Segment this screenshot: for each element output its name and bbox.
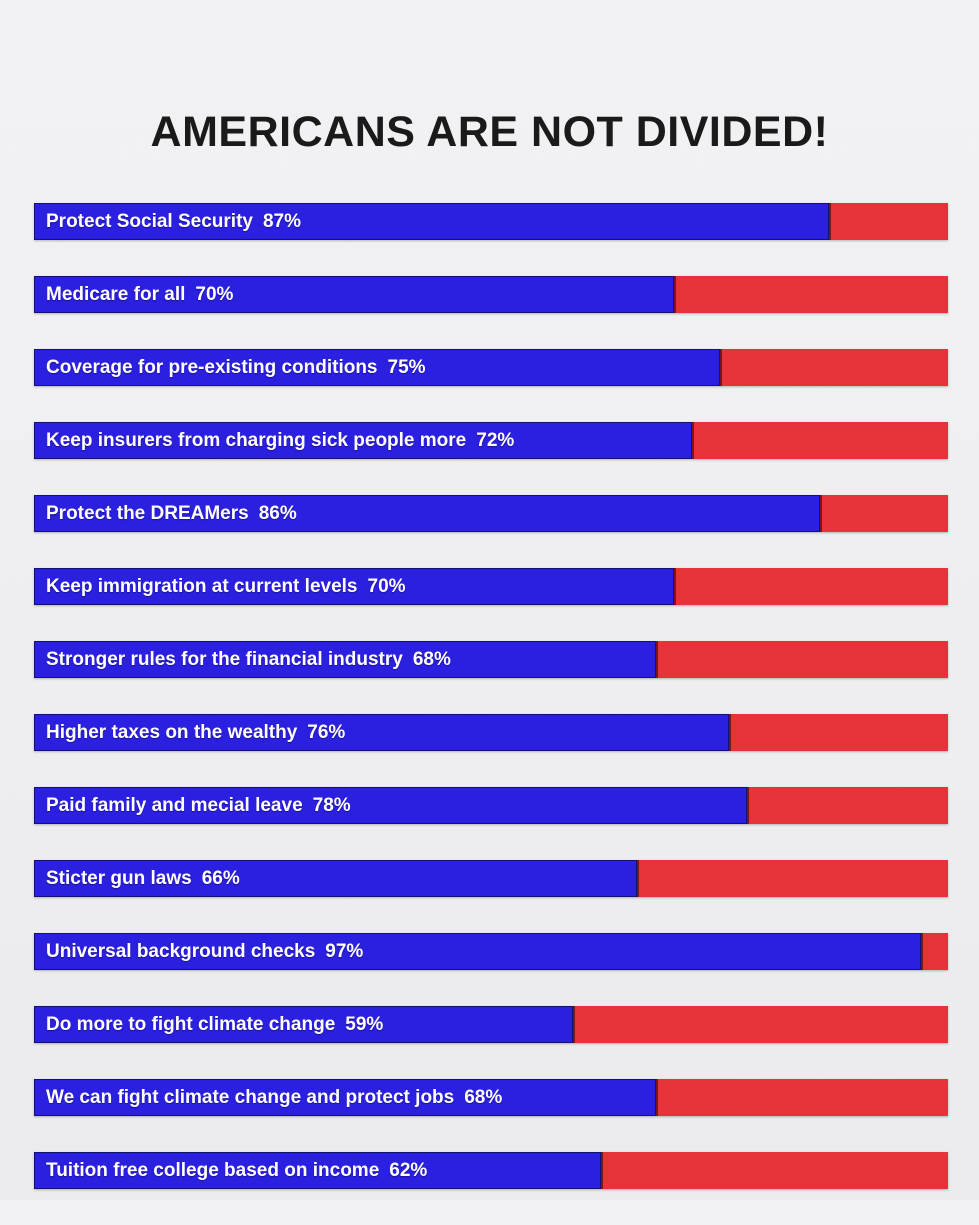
bar-value-label: 59%: [345, 1014, 384, 1035]
bar-row[interactable]: Protect the DREAMers 86%: [34, 495, 948, 532]
bar-oppose-segment: [673, 568, 948, 605]
bar-value-label: 62%: [389, 1160, 428, 1181]
bar-value-label: 68%: [464, 1087, 503, 1108]
bar-label: Higher taxes on the wealthy 76%: [46, 714, 345, 751]
bar-value-label: 87%: [262, 211, 301, 232]
bar-oppose-segment: [820, 495, 948, 532]
bar-category-label: Keep insurers from charging sick people …: [46, 430, 467, 451]
bar-value-label: 75%: [387, 357, 426, 378]
bar-category-label: Stronger rules for the financial industr…: [46, 649, 403, 670]
bar-oppose-segment: [655, 641, 948, 678]
bar-category-label: Protect Social Security: [46, 211, 253, 232]
bar-oppose-segment: [728, 714, 948, 751]
bar-oppose-segment: [673, 276, 948, 313]
bar-support-segment: [34, 787, 747, 824]
bar-support-segment: [34, 349, 720, 386]
bar-oppose-segment: [600, 1152, 948, 1189]
bar-row[interactable]: Do more to fight climate change 59%: [34, 1006, 948, 1043]
bar-oppose-segment: [746, 787, 948, 824]
bar-support-segment: [34, 422, 693, 459]
bar-row[interactable]: We can fight climate change and protect …: [34, 1079, 948, 1116]
bar-category-label: Keep immigration at current levels: [46, 576, 358, 597]
bar-support-segment: [34, 1152, 601, 1189]
bar-category-label: Protect the DREAMers: [46, 503, 249, 524]
bar-value-label: 86%: [258, 503, 297, 524]
bar-row[interactable]: Keep immigration at current levels 70%: [34, 568, 948, 605]
bar-category-label: Do more to fight climate change: [46, 1014, 336, 1035]
bar-oppose-segment: [920, 933, 948, 970]
bar-category-label: Medicare for all: [46, 284, 186, 305]
bar-label: Universal background checks 97%: [46, 933, 363, 970]
bar-label: Do more to fight climate change 59%: [46, 1006, 383, 1043]
bar-row[interactable]: Sticter gun laws 66%: [34, 860, 948, 897]
bar-row[interactable]: Coverage for pre-existing conditions 75%: [34, 349, 948, 386]
bar-value-label: 78%: [312, 795, 351, 816]
bar-oppose-segment: [655, 1079, 948, 1116]
bar-support-segment: [34, 1006, 574, 1043]
bar-label: Stronger rules for the financial industr…: [46, 641, 451, 678]
bar-category-label: Universal background checks: [46, 941, 316, 962]
bar-category-label: Tuition free college based on income: [46, 1160, 380, 1181]
bar-value-label: 97%: [325, 941, 364, 962]
bar-label: Protect Social Security 87%: [46, 203, 301, 240]
bar-category-label: Coverage for pre-existing conditions: [46, 357, 378, 378]
bar-label: Paid family and mecial leave 78%: [46, 787, 351, 824]
bar-category-label: We can fight climate change and protect …: [46, 1087, 455, 1108]
bar-chart: Protect Social Security 87% Medicare for a…: [34, 203, 948, 1225]
bar-row[interactable]: Medicare for all 70%: [34, 276, 948, 313]
bar-row[interactable]: Paid family and mecial leave 78%: [34, 787, 948, 824]
bar-label: Tuition free college based on income 62%: [46, 1152, 427, 1189]
bar-oppose-segment: [637, 860, 948, 897]
bar-row[interactable]: Stronger rules for the financial industr…: [34, 641, 948, 678]
bar-label: Protect the DREAMers 86%: [46, 495, 297, 532]
bar-value-label: 66%: [201, 868, 240, 889]
bar-oppose-segment: [573, 1006, 948, 1043]
bar-value-label: 76%: [307, 722, 346, 743]
bar-label: Keep insurers from charging sick people …: [46, 422, 514, 459]
bar-support-segment: [34, 1079, 656, 1116]
bar-support-segment: [34, 641, 656, 678]
bar-row[interactable]: Protect Social Security 87%: [34, 203, 948, 240]
bar-value-label: 70%: [195, 284, 234, 305]
bar-support-segment: [34, 714, 729, 751]
bar-label: We can fight climate change and protect …: [46, 1079, 502, 1116]
bar-support-segment: [34, 276, 674, 313]
bar-category-label: Sticter gun laws: [46, 868, 192, 889]
bar-row[interactable]: Tuition free college based on income 62%: [34, 1152, 948, 1189]
bar-value-label: 72%: [476, 430, 515, 451]
bar-support-segment: [34, 860, 638, 897]
bar-category-label: Paid family and mecial leave: [46, 795, 303, 816]
bar-support-segment: [34, 495, 821, 532]
chart-title: AMERICANS ARE NOT DIVIDED!: [150, 108, 829, 156]
bar-oppose-segment: [829, 203, 948, 240]
bar-support-segment: [34, 933, 921, 970]
bar-support-segment: [34, 203, 830, 240]
bar-row[interactable]: Universal background checks 97%: [34, 933, 948, 970]
bar-value-label: 70%: [367, 576, 406, 597]
bar-row[interactable]: Higher taxes on the wealthy 76%: [34, 714, 948, 751]
bar-value-label: 68%: [412, 649, 451, 670]
bar-oppose-segment: [719, 349, 948, 386]
bar-label: Medicare for all 70%: [46, 276, 233, 313]
bar-label: Coverage for pre-existing conditions 75%: [46, 349, 426, 386]
bar-oppose-segment: [692, 422, 948, 459]
bar-label: Keep immigration at current levels 70%: [46, 568, 406, 605]
bar-category-label: Higher taxes on the wealthy: [46, 722, 298, 743]
bar-label: Sticter gun laws 66%: [46, 860, 240, 897]
bar-row[interactable]: Keep insurers from charging sick people …: [34, 422, 948, 459]
bar-support-segment: [34, 568, 674, 605]
